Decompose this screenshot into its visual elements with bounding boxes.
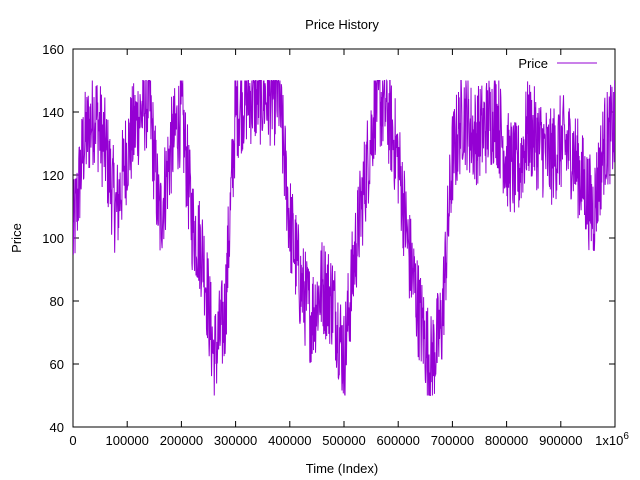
x-tick-label: 1x106 (595, 431, 629, 448)
series-point (376, 96, 377, 97)
series-point (105, 149, 106, 150)
legend: Price (518, 56, 597, 71)
x-tick-label: 400000 (268, 433, 311, 448)
series-point (419, 316, 420, 317)
series-line-price (73, 78, 615, 396)
series-point (549, 159, 550, 160)
y-tick-label: 80 (50, 294, 64, 309)
series-point (517, 174, 518, 175)
series-point (343, 357, 344, 358)
series-point (441, 326, 442, 327)
x-tick-label: 300000 (214, 433, 257, 448)
series-point (278, 96, 279, 97)
series-point (137, 118, 138, 119)
series-point (560, 143, 561, 144)
series-point (159, 222, 160, 223)
y-tick-label: 60 (50, 357, 64, 372)
series-layer (72, 78, 615, 396)
series-point (582, 181, 583, 182)
series-point (311, 316, 312, 317)
x-tick-label: 0 (69, 433, 76, 448)
x-tick-label: 600000 (377, 433, 420, 448)
series-point (539, 143, 540, 144)
series-point (127, 149, 128, 150)
series-point (94, 111, 95, 112)
series-point (83, 143, 84, 144)
series-point (506, 159, 507, 160)
series-point (354, 253, 355, 254)
x-axis-label: Time (Index) (306, 461, 378, 476)
y-tick-label: 40 (50, 420, 64, 435)
series-point (593, 212, 594, 213)
series-point (289, 222, 290, 223)
series-point (408, 253, 409, 254)
series-point (268, 96, 269, 97)
series-point (614, 127, 615, 128)
legend-label-price: Price (518, 56, 548, 71)
y-tick-label: 140 (42, 105, 64, 120)
series-point (604, 143, 605, 144)
series-point (257, 96, 258, 97)
series-point (430, 363, 431, 364)
series-point (116, 212, 117, 213)
series-point (170, 149, 171, 150)
ticks: 0 100000 200000 300000 400000 500000 600000 700… (42, 42, 629, 448)
x-tick-label: 800000 (485, 433, 528, 448)
y-tick-label: 160 (42, 42, 64, 57)
x-tick-label: 500000 (322, 433, 365, 448)
x-tick-label: 200000 (160, 433, 203, 448)
series-point (528, 127, 529, 128)
series-point (181, 111, 182, 112)
x-tick-label: 700000 (431, 433, 474, 448)
series-point (452, 159, 453, 160)
chart-title: Price History (305, 17, 379, 32)
series-point (571, 149, 572, 150)
series-point (246, 96, 247, 97)
x-tick-label: 900000 (539, 433, 582, 448)
series-point (473, 137, 474, 138)
series-point (333, 300, 334, 301)
series-point (387, 111, 388, 112)
series-point (148, 96, 149, 97)
series-point (398, 159, 399, 160)
series-point (300, 285, 301, 286)
y-tick-label: 100 (42, 231, 64, 246)
series-point (235, 111, 236, 112)
series-point (484, 127, 485, 128)
series-point (365, 174, 366, 175)
series-point (224, 316, 225, 317)
series-point (213, 357, 214, 358)
y-tick-label: 120 (42, 168, 64, 183)
series-point (192, 222, 193, 223)
x-tick-label: 100000 (106, 433, 149, 448)
series-point (202, 253, 203, 254)
series-point (322, 285, 323, 286)
y-axis-label: Price (9, 223, 24, 253)
series-point (495, 111, 496, 112)
series-point (463, 111, 464, 112)
series-point (72, 237, 73, 238)
